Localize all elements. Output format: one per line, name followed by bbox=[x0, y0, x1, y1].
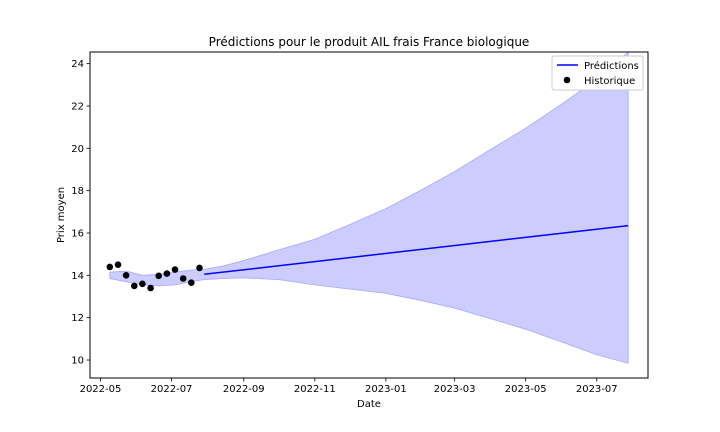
history-point bbox=[139, 280, 146, 288]
x-axis-label: Date bbox=[357, 399, 381, 410]
history-point bbox=[155, 272, 162, 280]
y-tick-label: 10 bbox=[71, 356, 84, 367]
legend-swatch-history bbox=[563, 76, 571, 84]
y-tick-label: 20 bbox=[71, 144, 84, 155]
history-point bbox=[163, 270, 171, 277]
history-point bbox=[196, 264, 203, 272]
y-tick-label: 16 bbox=[71, 228, 84, 239]
x-tick-label: 2022-05 bbox=[80, 384, 122, 395]
series-line-predictions bbox=[204, 224, 629, 276]
history-point bbox=[131, 282, 138, 290]
history-point bbox=[114, 261, 122, 269]
legend: Prédictions Historique bbox=[551, 55, 644, 91]
y-axis-label: Prix moyen bbox=[56, 187, 67, 243]
y-axis: 10 12 14 16 18 20 22 24 bbox=[71, 59, 90, 367]
plot-area bbox=[106, 51, 629, 364]
x-tick-label: 2022-07 bbox=[151, 384, 193, 395]
history-point bbox=[171, 266, 179, 273]
legend-label-predictions: Prédictions bbox=[584, 60, 639, 72]
history-point bbox=[188, 279, 195, 287]
x-axis: 2022-05 2022-07 2022-09 2022-11 2023-01 2023-… bbox=[80, 378, 618, 395]
x-tick-label: 2023-05 bbox=[505, 384, 547, 395]
x-tick-label: 2023-07 bbox=[576, 384, 618, 395]
history-point bbox=[147, 284, 154, 292]
y-tick-label: 12 bbox=[71, 313, 84, 324]
x-tick-label: 2023-03 bbox=[434, 384, 476, 395]
axes-frame bbox=[89, 51, 649, 379]
history-point bbox=[106, 263, 114, 271]
y-tick-label: 22 bbox=[71, 101, 84, 112]
x-tick-label: 2023-01 bbox=[365, 384, 407, 395]
chart-title: Prédictions pour le produit AIL frais Fr… bbox=[209, 35, 530, 49]
history-point bbox=[179, 275, 187, 282]
y-tick-label: 24 bbox=[71, 59, 84, 70]
y-tick-label: 18 bbox=[71, 186, 84, 197]
prediction-interval bbox=[109, 51, 629, 364]
x-tick-label: 2022-09 bbox=[223, 384, 265, 395]
y-tick-label: 14 bbox=[71, 271, 84, 282]
x-tick-label: 2022-11 bbox=[294, 384, 336, 395]
legend-label-history: Historique bbox=[584, 76, 635, 87]
history-point bbox=[122, 272, 130, 279]
